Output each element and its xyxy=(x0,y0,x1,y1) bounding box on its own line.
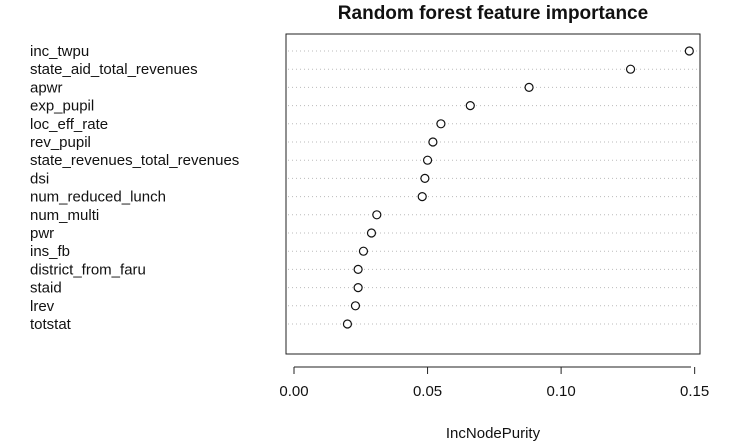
data-points xyxy=(342,46,694,329)
feature-label: state_aid_total_revenues xyxy=(30,61,198,78)
x-axis: 0.00 0.05 0.10 0.15 xyxy=(279,366,709,400)
data-point xyxy=(436,119,446,129)
data-point xyxy=(353,264,363,274)
feature-label: pwr xyxy=(30,225,54,242)
data-point xyxy=(366,228,377,238)
feature-label: totstat xyxy=(30,316,72,333)
feature-label: apwr xyxy=(30,79,63,96)
data-point xyxy=(372,210,382,220)
data-point xyxy=(353,283,363,293)
x-tick-label: 0.10 xyxy=(547,383,576,400)
feature-label: dsi xyxy=(30,170,49,187)
feature-label: loc_eff_rate xyxy=(30,116,108,133)
feature-label: exp_pupil xyxy=(30,98,94,115)
feature-label: num_multi xyxy=(30,207,99,224)
data-point xyxy=(342,319,353,329)
feature-label: ins_fb xyxy=(30,243,70,260)
feature-label: staid xyxy=(30,280,62,297)
data-point xyxy=(428,137,438,147)
feature-label: inc_twpu xyxy=(30,43,89,60)
feature-label: lrev xyxy=(30,298,55,315)
data-point xyxy=(524,82,534,93)
x-axis-label: IncNodePurity xyxy=(446,425,541,442)
feature-label: state_revenues_total_revenues xyxy=(30,152,239,169)
grid-lines xyxy=(288,50,698,325)
data-point xyxy=(684,46,694,56)
plot-frame xyxy=(285,33,701,355)
data-point xyxy=(350,301,361,311)
data-point xyxy=(465,100,475,111)
feature-label: rev_pupil xyxy=(30,134,91,151)
data-point xyxy=(417,192,427,202)
feature-label: district_from_faru xyxy=(30,261,146,278)
x-tick-label: 0.00 xyxy=(279,383,308,400)
x-tick-label: 0.05 xyxy=(413,383,442,400)
data-point xyxy=(625,64,636,74)
feature-label: num_reduced_lunch xyxy=(30,189,166,206)
data-point xyxy=(420,173,430,183)
data-point xyxy=(422,155,433,165)
x-tick-label: 0.15 xyxy=(680,383,709,400)
chart-title: Random forest feature importance xyxy=(338,3,648,24)
data-point xyxy=(358,246,369,256)
